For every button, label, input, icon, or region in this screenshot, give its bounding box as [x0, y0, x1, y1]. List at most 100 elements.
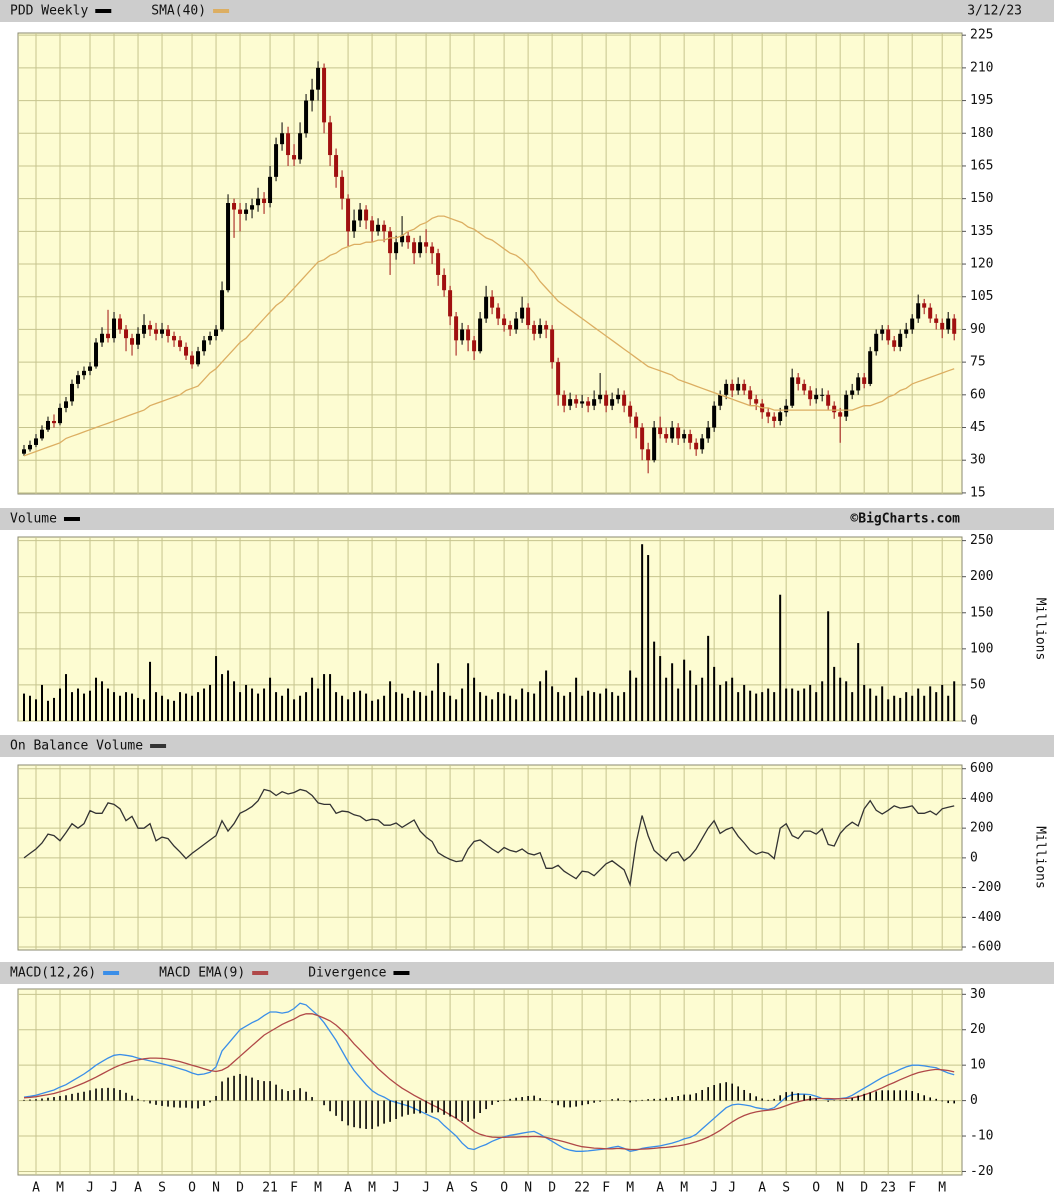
plot-area: [17, 536, 963, 722]
bar: [209, 684, 212, 721]
candle-body: [826, 394, 831, 406]
bar: [275, 1084, 277, 1101]
candle-body: [652, 427, 657, 461]
credit-label: ©BigCharts.com: [850, 512, 960, 527]
candle-body: [454, 316, 459, 341]
bar: [851, 692, 854, 721]
candle-body: [274, 144, 279, 177]
x-tick-label: J: [86, 1181, 94, 1196]
bar: [929, 686, 932, 721]
bar: [137, 697, 140, 721]
bar: [683, 1094, 685, 1101]
bar: [677, 1095, 679, 1101]
bar: [587, 690, 590, 721]
bar: [287, 1091, 289, 1101]
bar: [377, 699, 380, 721]
y-tick-label: -400: [970, 910, 1001, 925]
bar: [203, 688, 206, 721]
x-tick-label: A: [344, 1181, 352, 1196]
bar: [869, 688, 872, 721]
bar: [329, 674, 332, 721]
candle-body: [358, 209, 363, 221]
bar: [563, 1100, 565, 1108]
candle-body: [688, 434, 693, 443]
bar: [473, 677, 476, 721]
x-tick-label: F: [290, 1181, 298, 1196]
candle-body: [598, 394, 603, 400]
bar: [365, 693, 368, 721]
candle-body: [718, 394, 723, 406]
y-tick-label: 10: [970, 1058, 986, 1073]
bar: [689, 670, 692, 721]
candle-body: [658, 427, 663, 435]
bar: [941, 684, 944, 721]
candle-body: [670, 427, 675, 439]
candle-body: [310, 89, 315, 101]
y-tick-label: 200: [970, 821, 993, 836]
y-tick-label: -200: [970, 880, 1001, 895]
bar: [359, 1100, 361, 1129]
bar: [251, 1077, 253, 1101]
bar: [905, 1090, 907, 1101]
bar: [803, 1094, 805, 1101]
candle-body: [376, 224, 381, 232]
bar: [281, 695, 284, 721]
bar: [761, 692, 764, 721]
bar: [335, 1100, 337, 1116]
candle-body: [898, 333, 903, 347]
candle-body: [160, 329, 165, 334]
y-tick-label: 400: [970, 791, 993, 806]
bar: [857, 643, 860, 721]
candle-body: [700, 438, 705, 450]
bar: [59, 1095, 61, 1101]
candle-body: [736, 383, 741, 391]
bar: [755, 693, 758, 721]
bar: [77, 1092, 79, 1101]
candle-body: [784, 405, 789, 413]
bar: [107, 688, 110, 721]
candle-body: [916, 303, 921, 319]
candle-body: [706, 427, 711, 439]
candle-body: [424, 242, 429, 247]
candle-body: [868, 351, 873, 384]
y-tick-label: 105: [970, 289, 993, 304]
bar: [113, 1088, 115, 1101]
candle-body: [22, 449, 27, 454]
bar: [953, 1100, 955, 1104]
bar: [113, 692, 116, 721]
candle-body: [226, 203, 231, 291]
bar: [713, 666, 716, 721]
bar: [947, 1100, 949, 1104]
bar: [197, 692, 200, 721]
bar: [143, 1100, 145, 1102]
x-tick-label: A: [446, 1181, 454, 1196]
bar: [89, 1090, 91, 1101]
y-tick-label: 0: [970, 714, 978, 729]
bar: [899, 697, 902, 721]
bar: [179, 1100, 181, 1108]
bar: [185, 1100, 187, 1108]
candle-body: [34, 438, 39, 445]
bar: [287, 688, 290, 721]
bar: [797, 1093, 799, 1101]
bar: [623, 692, 626, 721]
bar: [473, 1100, 475, 1119]
bar: [149, 661, 152, 721]
bar: [887, 699, 890, 721]
bar: [155, 692, 158, 721]
candle-body: [58, 407, 63, 424]
candle-body: [952, 318, 957, 334]
bar: [917, 1093, 919, 1101]
candle-body: [526, 307, 531, 326]
bar: [341, 695, 344, 721]
candle-body: [484, 296, 489, 319]
bar: [161, 695, 164, 721]
bar: [275, 692, 278, 721]
bar: [923, 1095, 925, 1101]
y-tick-label: 200: [970, 569, 993, 584]
header-bar: [0, 735, 1054, 757]
candle-body: [100, 333, 105, 343]
candle-body: [778, 412, 783, 421]
bar: [863, 1093, 865, 1101]
